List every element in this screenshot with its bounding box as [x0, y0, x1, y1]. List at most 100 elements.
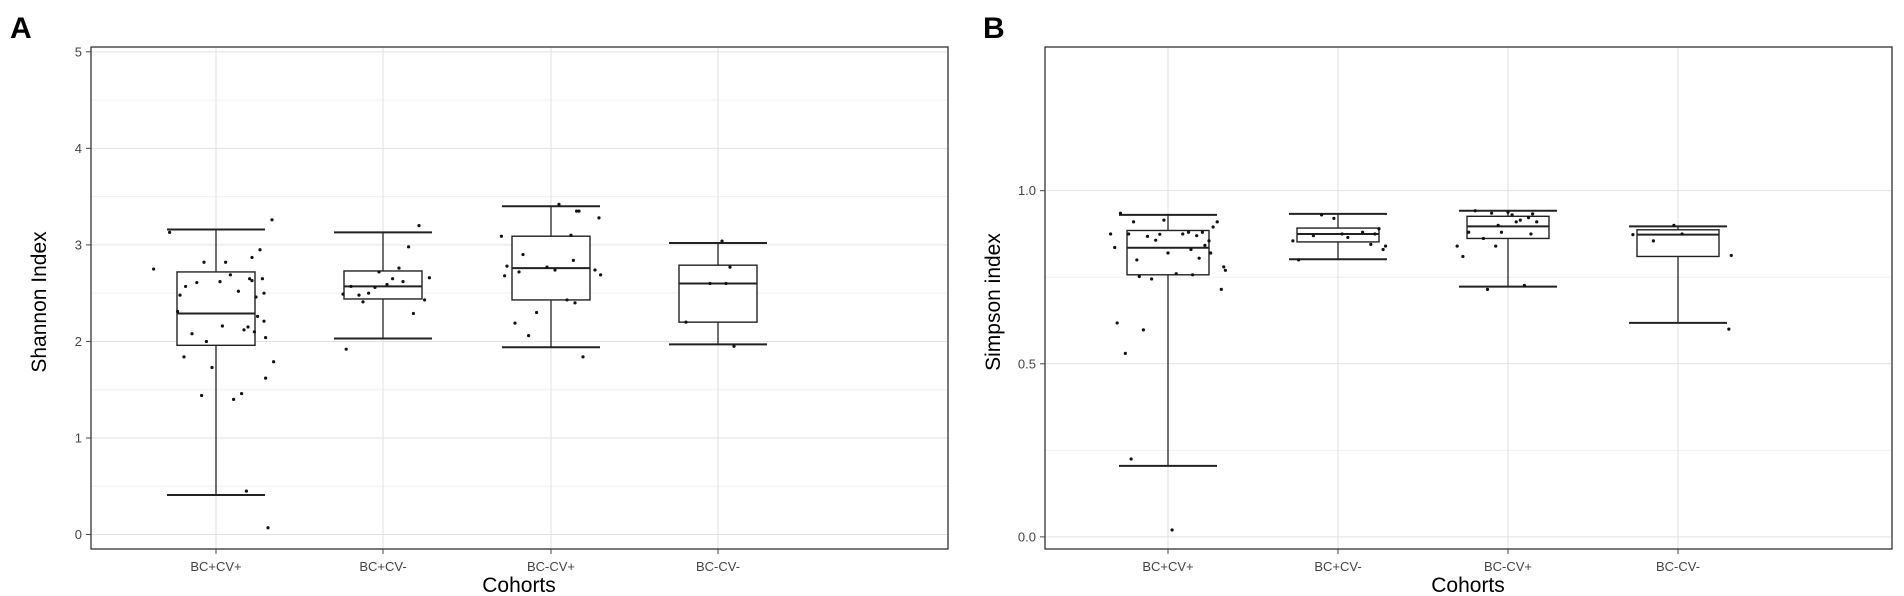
data-point	[240, 391, 244, 396]
data-point	[218, 279, 222, 284]
data-point	[1727, 327, 1731, 331]
box-BC+CV-	[334, 231, 432, 340]
x-tick-label: BC+CV+	[1142, 559, 1193, 574]
data-point	[1531, 212, 1535, 216]
data-point	[250, 255, 254, 260]
data-point	[1373, 232, 1377, 236]
data-point	[728, 265, 732, 269]
data-point	[260, 277, 264, 281]
box-iqr	[1466, 215, 1550, 240]
data-point	[1113, 245, 1117, 250]
data-point	[270, 218, 274, 222]
data-point	[417, 223, 421, 228]
x-tick-label: BC+CV+	[190, 559, 241, 574]
x-tick-label: BC+CV-	[1314, 559, 1361, 574]
panel-a: A 0 1 2 3 4 5 BC+CV+ BC+CV- BC-CV+ BC-CV- Shanno…	[10, 12, 949, 596]
box-BC+CV+	[167, 228, 265, 496]
data-point	[228, 273, 232, 277]
panel-b-y-ticks: 0.0 0.5 1.0	[1018, 183, 1045, 544]
data-point	[1154, 238, 1158, 242]
data-point	[195, 280, 199, 285]
data-point	[244, 489, 248, 493]
box-BC-CV-	[1629, 225, 1727, 324]
box-iqr	[678, 264, 758, 323]
data-point	[152, 267, 156, 271]
data-point	[1209, 251, 1213, 255]
data-point	[581, 355, 585, 359]
x-tick-label: BC-CV+	[527, 559, 575, 574]
data-point	[401, 279, 405, 284]
data-point	[599, 273, 603, 277]
data-point	[505, 264, 509, 268]
panel-b-label: B	[983, 12, 1005, 45]
data-point	[573, 301, 577, 305]
x-tick-label: BC+CV-	[359, 559, 406, 574]
data-point	[1166, 251, 1170, 255]
data-point	[220, 324, 224, 328]
data-point	[256, 314, 260, 318]
y-tick-label: 5	[75, 44, 82, 59]
data-point	[258, 248, 262, 252]
data-point	[1346, 235, 1350, 240]
data-point	[1499, 230, 1504, 234]
data-point	[248, 277, 252, 281]
data-point	[1137, 274, 1141, 279]
panel-b-boxes	[1119, 209, 1727, 467]
data-point	[246, 325, 250, 329]
data-point	[1514, 220, 1518, 224]
data-point	[1223, 268, 1227, 272]
data-point	[272, 360, 276, 364]
data-point	[732, 344, 736, 348]
data-point	[1455, 244, 1459, 248]
data-point	[1195, 234, 1199, 238]
y-tick-label: 4	[75, 141, 82, 156]
data-point	[1631, 233, 1635, 237]
data-point	[1332, 216, 1336, 220]
data-point	[513, 321, 517, 325]
data-point	[190, 332, 194, 336]
data-point	[1211, 225, 1215, 229]
data-point	[200, 393, 204, 398]
x-tick-label: BC-CV-	[1656, 559, 1700, 574]
data-point	[527, 334, 531, 338]
data-point	[1115, 321, 1119, 325]
data-point	[1526, 216, 1531, 220]
data-point	[168, 230, 172, 234]
data-point	[385, 282, 389, 287]
data-point	[684, 320, 688, 324]
data-point	[1297, 258, 1301, 262]
data-point	[565, 298, 569, 302]
data-point	[344, 347, 348, 351]
data-point	[250, 279, 254, 283]
data-point	[1461, 254, 1465, 259]
data-point	[377, 270, 381, 274]
data-point	[1467, 230, 1471, 234]
data-point	[1361, 230, 1365, 234]
data-point	[1490, 211, 1494, 215]
data-point	[535, 310, 539, 315]
data-point	[521, 252, 525, 257]
data-point	[210, 365, 214, 370]
data-point	[575, 209, 579, 213]
box-iqr	[1296, 227, 1380, 243]
box-BC-CV-	[669, 241, 767, 346]
data-point	[1535, 220, 1539, 224]
data-point	[499, 234, 503, 238]
data-point	[407, 245, 411, 249]
data-point	[1123, 351, 1127, 355]
panel-b-y-axis-title: Simpson index	[982, 233, 1005, 371]
panel-b-grid	[1045, 47, 1892, 549]
panel-a-points	[152, 202, 736, 530]
data-point	[1127, 232, 1131, 236]
data-point	[1485, 287, 1490, 291]
data-point	[411, 311, 415, 316]
data-point	[176, 309, 180, 314]
data-point	[391, 277, 395, 281]
data-point	[178, 293, 182, 297]
panel-b-frame	[1044, 46, 1893, 550]
panel-a-x-ticks: BC+CV+ BC+CV- BC-CV+ BC-CV-	[190, 549, 740, 574]
data-point	[1510, 213, 1514, 217]
data-point	[184, 284, 188, 289]
y-tick-label: 2	[75, 334, 82, 349]
